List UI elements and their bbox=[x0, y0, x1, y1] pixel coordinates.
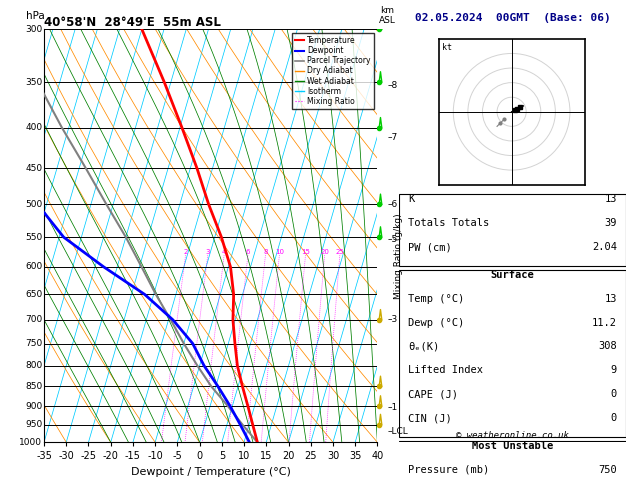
Text: 02.05.2024  00GMT  (Base: 06): 02.05.2024 00GMT (Base: 06) bbox=[415, 13, 611, 23]
Legend: Temperature, Dewpoint, Parcel Trajectory, Dry Adiabat, Wet Adiabat, Isotherm, Mi: Temperature, Dewpoint, Parcel Trajectory… bbox=[292, 33, 374, 109]
Text: 4: 4 bbox=[222, 249, 226, 255]
Text: 400: 400 bbox=[25, 123, 42, 132]
Text: Pressure (mb): Pressure (mb) bbox=[408, 465, 490, 474]
Text: 2: 2 bbox=[184, 249, 188, 255]
Text: –LCL: –LCL bbox=[387, 427, 408, 435]
Text: 0: 0 bbox=[611, 389, 617, 399]
Text: Dewp (°C): Dewp (°C) bbox=[408, 317, 465, 328]
Text: 308: 308 bbox=[598, 342, 617, 351]
Text: kt: kt bbox=[442, 43, 452, 52]
Text: 800: 800 bbox=[25, 361, 42, 370]
Text: 350: 350 bbox=[25, 78, 42, 87]
Text: 1000: 1000 bbox=[19, 438, 42, 447]
Text: 300: 300 bbox=[25, 25, 42, 34]
Text: –8: –8 bbox=[387, 82, 398, 90]
Text: 700: 700 bbox=[25, 315, 42, 324]
Text: 0: 0 bbox=[611, 413, 617, 423]
Text: θₑ(K): θₑ(K) bbox=[408, 342, 440, 351]
Text: 500: 500 bbox=[25, 200, 42, 209]
Text: 13: 13 bbox=[604, 294, 617, 304]
Text: 950: 950 bbox=[25, 420, 42, 429]
Text: hPa: hPa bbox=[26, 11, 45, 21]
Text: 6: 6 bbox=[246, 249, 250, 255]
Text: CAPE (J): CAPE (J) bbox=[408, 389, 459, 399]
Text: 900: 900 bbox=[25, 401, 42, 411]
Text: –6: –6 bbox=[387, 200, 398, 209]
Text: 750: 750 bbox=[598, 465, 617, 474]
Text: 650: 650 bbox=[25, 290, 42, 299]
Text: Temp (°C): Temp (°C) bbox=[408, 294, 465, 304]
Text: 450: 450 bbox=[25, 164, 42, 173]
Bar bbox=[399, 270, 626, 437]
Text: 39: 39 bbox=[604, 218, 617, 228]
Text: –1: –1 bbox=[387, 403, 398, 412]
Text: 2.04: 2.04 bbox=[592, 243, 617, 252]
Text: K: K bbox=[408, 194, 415, 205]
Text: PW (cm): PW (cm) bbox=[408, 243, 452, 252]
Text: 13: 13 bbox=[604, 194, 617, 205]
Text: 40°58'N  28°49'E  55m ASL: 40°58'N 28°49'E 55m ASL bbox=[44, 16, 221, 29]
Text: © weatheronline.co.uk: © weatheronline.co.uk bbox=[456, 431, 569, 440]
Text: Totals Totals: Totals Totals bbox=[408, 218, 490, 228]
Text: 11.2: 11.2 bbox=[592, 317, 617, 328]
Text: –5: –5 bbox=[387, 235, 398, 244]
Text: Surface: Surface bbox=[491, 270, 535, 279]
Text: 10: 10 bbox=[275, 249, 284, 255]
Text: km
ASL: km ASL bbox=[379, 6, 396, 25]
Text: Mixing Ratio (g/kg): Mixing Ratio (g/kg) bbox=[394, 213, 403, 299]
Text: 20: 20 bbox=[320, 249, 329, 255]
Text: CIN (J): CIN (J) bbox=[408, 413, 452, 423]
Text: Lifted Index: Lifted Index bbox=[408, 365, 484, 375]
Bar bbox=[399, 441, 626, 486]
Text: 9: 9 bbox=[611, 365, 617, 375]
Text: 25: 25 bbox=[335, 249, 344, 255]
Bar bbox=[399, 194, 626, 266]
Text: 3: 3 bbox=[206, 249, 210, 255]
Text: 8: 8 bbox=[263, 249, 268, 255]
Text: 600: 600 bbox=[25, 262, 42, 272]
Text: 15: 15 bbox=[301, 249, 310, 255]
Text: 850: 850 bbox=[25, 382, 42, 391]
Text: –7: –7 bbox=[387, 133, 398, 142]
Text: 750: 750 bbox=[25, 339, 42, 348]
Text: Most Unstable: Most Unstable bbox=[472, 441, 554, 451]
Text: –3: –3 bbox=[387, 315, 398, 324]
X-axis label: Dewpoint / Temperature (°C): Dewpoint / Temperature (°C) bbox=[131, 467, 291, 477]
Text: 550: 550 bbox=[25, 233, 42, 242]
